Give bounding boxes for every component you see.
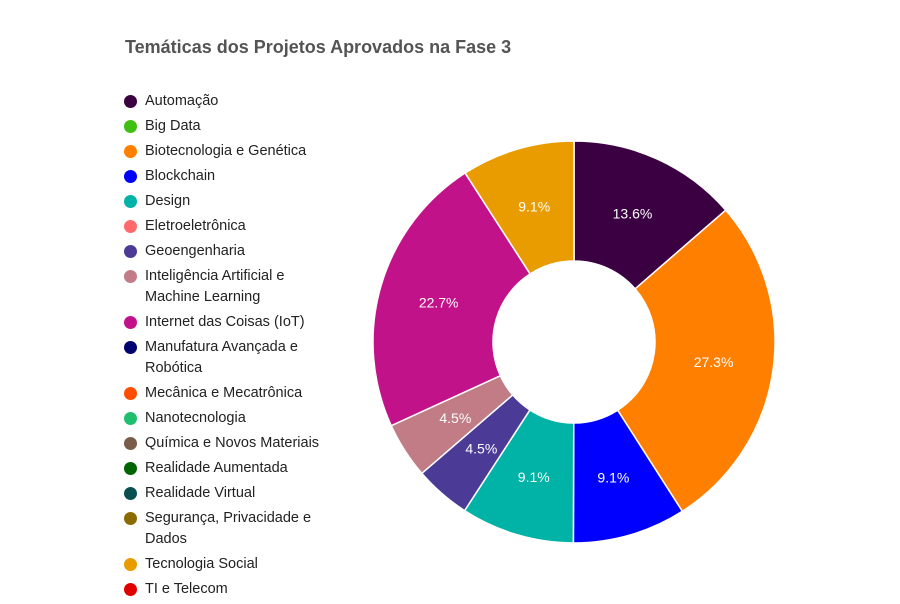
legend-item[interactable]: Manufatura Avançada e Robótica [124,337,354,379]
legend-item[interactable]: Big Data [124,116,354,137]
slice-label: 9.1% [597,469,629,485]
legend-swatch [124,387,137,400]
legend-swatch [124,270,137,283]
legend-label: Eletroeletrônica [145,218,246,234]
legend-swatch [124,120,137,133]
legend-item[interactable]: Biotecnologia e Genética [124,141,354,162]
legend-swatch [124,195,137,208]
slice-label: 27.3% [694,354,734,370]
legend-label: Design [145,193,191,209]
legend-label: Mecânica e Mecatrônica [145,385,303,401]
legend-label: Nanotecnologia [145,410,246,426]
legend-swatch [124,558,137,571]
legend-swatch [124,220,137,233]
legend-item[interactable]: Inteligência Artificial e Machine Learni… [124,266,354,308]
slice-label: 22.7% [419,294,459,310]
legend-item[interactable]: Design [124,191,354,212]
slice-label: 9.1% [518,469,550,485]
chart-title: Temáticas dos Projetos Aprovados na Fase… [125,37,512,57]
legend-label: Automação [145,93,219,109]
legend-item[interactable]: Realidade Virtual [124,483,354,504]
pie-slice[interactable] [616,209,776,513]
legend-label: Blockchain [145,168,216,184]
legend-swatch [124,95,137,108]
legend-label: Realidade Aumentada [145,460,288,476]
legend-item[interactable]: Química e Novos Materiais [124,433,354,454]
legend-item[interactable]: Segurança, Privacidade e Dados [124,508,354,550]
legend-swatch [124,462,137,475]
legend-item[interactable]: Realidade Aumentada [124,458,354,479]
legend-swatch [124,170,137,183]
legend-swatch [124,341,137,354]
legend-label: Biotecnologia e Genética [145,143,307,159]
pie-slice[interactable] [573,140,727,290]
legend-label: TI e Telecom [145,581,228,597]
legend-swatch [124,437,137,450]
legend-swatch [124,316,137,329]
slice-label: 4.5% [465,440,497,456]
legend-item[interactable]: Tecnologia Social [124,554,354,575]
slice-label: 9.1% [518,199,550,215]
legend-label: Internet das Coisas (IoT) [145,314,305,330]
legend-item[interactable]: TI e Telecom [124,579,354,600]
legend-label: Big Data [145,118,201,134]
pie-slice[interactable] [464,140,575,275]
legend-swatch [124,512,137,525]
legend-label: Segurança, Privacidade e Dados [145,510,312,547]
pie-slice[interactable] [372,171,532,427]
slice-label: 4.5% [439,410,471,426]
legend-item[interactable]: Internet das Coisas (IoT) [124,312,354,333]
legend-item[interactable]: Mecânica e Mecatrônica [124,383,354,404]
legend-swatch [124,412,137,425]
legend-item[interactable]: Eletroeletrônica [124,216,354,237]
legend-swatch [124,583,137,596]
chart-legend: Automação Big Data Biotecnologia e Genétic… [124,91,354,604]
legend-item[interactable]: Automação [124,91,354,112]
slice-label: 13.6% [613,206,653,222]
legend-label: Tecnologia Social [145,556,258,572]
legend-swatch [124,145,137,158]
legend-label: Manufatura Avançada e Robótica [145,339,298,376]
legend-label: Química e Novos Materiais [145,435,320,451]
legend-swatch [124,245,137,258]
legend-item[interactable]: Blockchain [124,166,354,187]
legend-item[interactable]: Geoengenharia [124,241,354,262]
legend-label: Realidade Virtual [145,485,256,501]
legend-item[interactable]: Nanotecnologia [124,408,354,429]
legend-label: Inteligência Artificial e Machine Learni… [145,268,285,305]
legend-label: Geoengenharia [145,243,245,259]
legend-swatch [124,487,137,500]
